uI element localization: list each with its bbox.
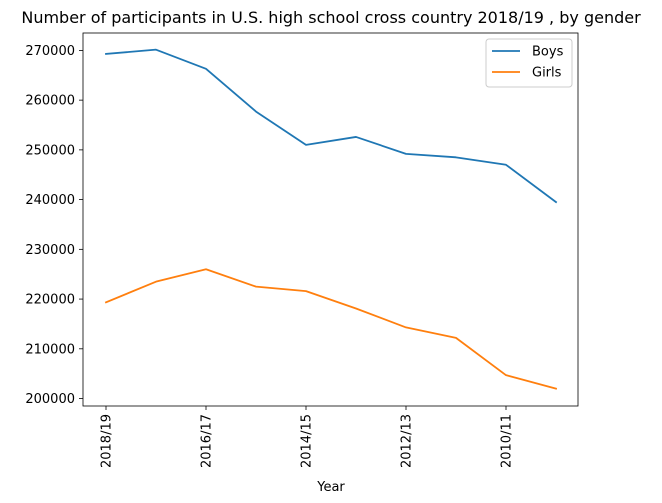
x-tick-label: 2018/19 xyxy=(100,414,115,468)
series-layer xyxy=(104,48,558,390)
legend-label-boys: Boys xyxy=(532,45,564,60)
y-tick-label: 260000 xyxy=(25,94,75,109)
x-axis: 2018/19 2016/17 2014/15 2012/13 2010/11 xyxy=(100,406,515,468)
y-tick-label: 240000 xyxy=(25,193,75,208)
y-tick-label: 210000 xyxy=(25,342,75,357)
series-line-girls xyxy=(104,268,558,390)
x-tick-label: 2010/11 xyxy=(500,414,515,468)
x-axis-title: Year xyxy=(316,480,345,495)
x-tick-label: 2014/15 xyxy=(300,414,315,468)
legend: Boys Girls xyxy=(485,38,573,88)
chart-title: Number of participants in U.S. high scho… xyxy=(21,8,641,27)
y-tick-label: 230000 xyxy=(25,243,75,258)
y-tick-label: 220000 xyxy=(25,293,75,308)
legend-label-girls: Girls xyxy=(532,66,562,81)
y-tick-label: 250000 xyxy=(25,143,75,158)
y-axis: 200000 210000 220000 230000 240000 250000 2600… xyxy=(25,44,83,407)
y-tick-label: 270000 xyxy=(25,44,75,59)
x-tick-label: 2012/13 xyxy=(400,414,415,468)
plot-area xyxy=(82,32,579,407)
y-tick-label: 200000 xyxy=(25,392,75,407)
series-line-boys xyxy=(105,48,558,204)
x-tick-label: 2016/17 xyxy=(200,414,215,468)
